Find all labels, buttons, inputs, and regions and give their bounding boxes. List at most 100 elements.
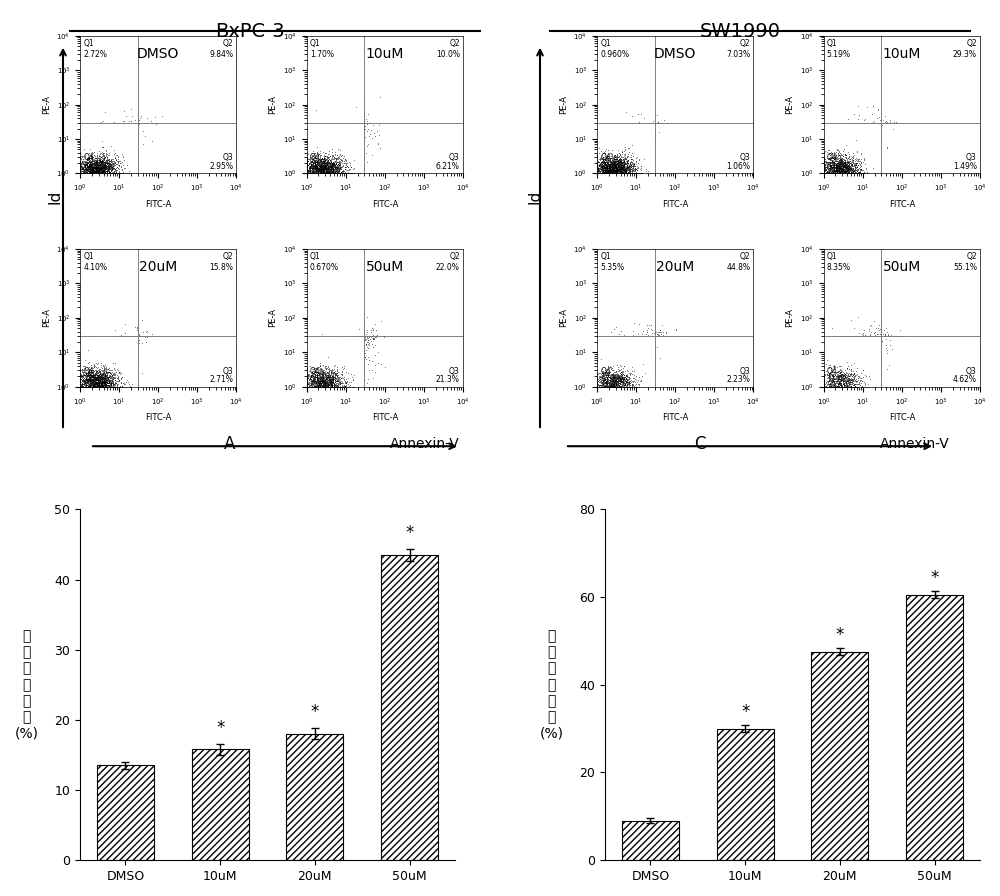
Point	[130, 116, 146, 130]
Point	[117, 326, 133, 340]
Point	[873, 329, 889, 343]
Point	[607, 167, 623, 181]
Point	[622, 156, 638, 170]
Point	[615, 167, 631, 181]
Point	[615, 370, 631, 384]
Point	[316, 152, 332, 167]
Point	[307, 151, 323, 165]
Point	[606, 167, 622, 181]
Point	[318, 379, 334, 393]
Point	[816, 159, 832, 174]
Point	[655, 327, 671, 341]
Point	[844, 373, 860, 387]
Point	[356, 332, 372, 347]
Point	[836, 158, 852, 172]
Point	[80, 167, 96, 181]
Point	[615, 161, 631, 176]
Point	[837, 159, 853, 173]
Point	[602, 164, 618, 178]
Point	[650, 327, 666, 341]
Point	[72, 379, 88, 393]
Point	[602, 159, 618, 174]
Point	[602, 163, 618, 177]
Point	[819, 159, 835, 174]
Point	[876, 116, 892, 130]
Point	[857, 157, 873, 171]
Point	[74, 375, 90, 390]
Point	[90, 167, 106, 181]
Point	[841, 376, 857, 391]
Point	[647, 116, 663, 130]
Point	[356, 329, 372, 343]
Point	[304, 157, 320, 171]
Point	[618, 165, 634, 179]
Point	[299, 361, 315, 375]
Point	[316, 366, 332, 381]
Point	[617, 166, 633, 180]
Point	[326, 158, 342, 172]
Point	[356, 126, 372, 141]
Point	[102, 159, 118, 173]
Point	[87, 375, 103, 389]
Point	[832, 163, 848, 177]
Point	[130, 116, 146, 130]
Point	[72, 372, 88, 386]
Point	[873, 329, 889, 343]
Point	[356, 329, 372, 343]
Point	[619, 159, 635, 173]
Point	[873, 329, 889, 343]
Point	[83, 361, 99, 375]
Point	[832, 159, 848, 174]
Point	[94, 376, 110, 391]
Point	[130, 311, 146, 325]
Point	[124, 329, 140, 343]
Point	[72, 162, 88, 177]
Point	[328, 162, 344, 177]
Point	[101, 373, 117, 387]
Point	[599, 379, 615, 393]
Point	[601, 163, 617, 177]
Point	[356, 116, 372, 130]
Point	[323, 376, 339, 391]
Point	[314, 167, 330, 181]
Point	[879, 116, 895, 130]
Point	[602, 167, 618, 181]
Point	[620, 379, 636, 393]
Point	[609, 377, 625, 392]
Point	[130, 329, 146, 343]
Point	[873, 324, 889, 339]
Point	[99, 159, 115, 173]
Point	[877, 116, 893, 130]
Point	[608, 158, 624, 172]
Point	[90, 377, 106, 392]
Point	[102, 167, 118, 181]
Point	[87, 159, 103, 173]
Point	[86, 358, 102, 373]
Point	[609, 153, 625, 168]
Point	[846, 371, 862, 385]
Point	[600, 149, 616, 163]
Point	[612, 161, 628, 176]
Point	[106, 167, 122, 181]
Point	[130, 329, 146, 343]
Point	[605, 162, 621, 177]
Point	[72, 375, 88, 390]
Point	[96, 166, 112, 180]
Point	[841, 371, 857, 385]
Point	[96, 163, 112, 177]
Point	[130, 329, 146, 343]
Point	[873, 329, 889, 343]
Point	[356, 334, 372, 349]
Point	[873, 116, 889, 130]
Point	[107, 167, 123, 181]
Point	[827, 376, 843, 391]
Point	[826, 156, 842, 170]
Point	[873, 116, 889, 130]
Point	[620, 375, 636, 389]
Point	[313, 377, 329, 392]
Point	[873, 116, 889, 130]
Point	[85, 161, 101, 176]
Point	[333, 374, 349, 388]
Point	[843, 167, 859, 181]
Point	[844, 159, 860, 173]
